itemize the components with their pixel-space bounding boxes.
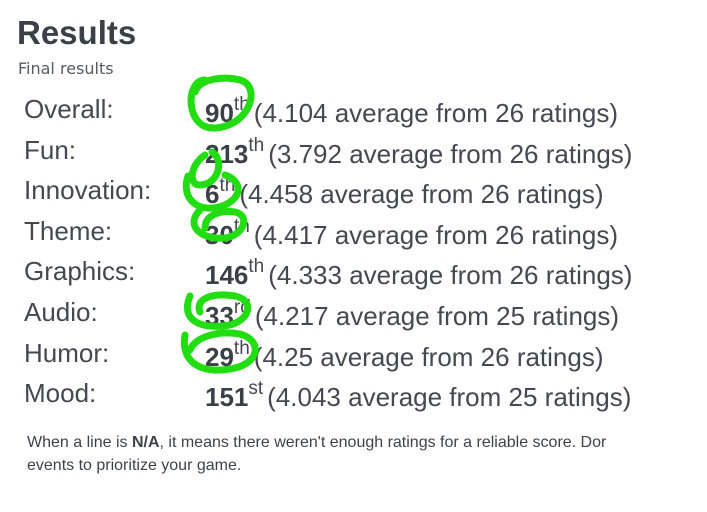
result-row: Humor: 29th (4.25 average from 26 ratings) [0, 334, 707, 374]
rank: 151 [205, 382, 249, 413]
rank: 6 [205, 179, 220, 210]
note: When a line is N/A, it means there weren… [27, 431, 707, 477]
result-row: Theme: 30th (4.417 average from 26 ratings… [0, 212, 707, 252]
rating-detail: (4.217 average from 25 ratings) [254, 301, 620, 331]
result-row: Innovation: 6th (4.458 average from 26 rat… [0, 171, 707, 211]
rating-detail: (3.792 average from 26 ratings) [268, 138, 633, 169]
rating-detail: (4.043 average from 25 ratings) [267, 382, 632, 413]
rank-suffix: rd [233, 297, 251, 318]
rank-suffix: th [248, 256, 265, 278]
rank-cell: 146th (4.333 average from 26 ratings) [205, 256, 632, 291]
rank: 213 [205, 138, 249, 169]
category: Innovation: [24, 175, 152, 206]
rank-cell: 30th (4.417 average from 26 ratings) [205, 216, 618, 251]
category: Fun: [24, 134, 77, 165]
rank: 146 [205, 260, 249, 291]
rating-detail: (4.458 average from 26 ratings) [239, 179, 604, 210]
rank: 90 [205, 98, 234, 128]
rank-suffix: st [248, 378, 264, 400]
category: Overall: [24, 94, 114, 124]
rank-cell: 29th (4.25 average from 26 ratings) [205, 338, 604, 373]
category: Graphics: [24, 256, 136, 287]
rank: 33 [205, 301, 234, 331]
rating-detail: (4.417 average from 26 ratings) [253, 219, 618, 250]
rank-cell: 90th (4.104 average from 26 ratings) [205, 94, 618, 129]
category: Humor: [24, 337, 110, 368]
category: Mood: [24, 378, 97, 409]
rating-detail: (4.333 average from 26 ratings) [268, 260, 633, 291]
rank: 29 [205, 341, 234, 372]
rank-cell: 213th (3.792 average from 26 ratings) [205, 135, 632, 170]
note-text: , it means there weren't enough ratings … [159, 434, 607, 451]
result-row: Fun: 213th (3.792 average from 26 ratings) [0, 131, 707, 171]
rank-suffix: th [233, 94, 250, 115]
result-row: Graphics: 146th (4.333 average from 26 rat… [0, 252, 707, 292]
note-text: When a line is [27, 434, 132, 451]
rating-detail: (4.104 average from 26 ratings) [253, 98, 618, 128]
rank-suffix: th [233, 337, 250, 359]
result-row: Audio: 33rd (4.217 average from 25 ratings… [0, 293, 707, 333]
rating-detail: (4.25 average from 26 ratings) [253, 341, 604, 372]
note-text: events to prioritize your game. [27, 457, 242, 474]
rank-suffix: th [233, 215, 250, 237]
note-bold: N/A [131, 434, 160, 451]
rank-suffix: th [219, 175, 236, 197]
result-row: Overall: 90th (4.104 average from 26 ratin… [0, 90, 707, 130]
title: Results [17, 14, 137, 51]
rank-cell: 151st (4.043 average from 25 ratings) [205, 378, 631, 413]
rank-cell: 33rd (4.217 average from 25 ratings) [205, 297, 619, 332]
subtitle: Final results [18, 59, 114, 78]
category: Audio: [24, 297, 98, 327]
category: Theme: [24, 215, 113, 246]
rank-cell: 6th (4.458 average from 26 ratings) [205, 175, 604, 210]
result-row: Mood: 151st (4.043 average from 25 ratings… [0, 374, 707, 414]
rank: 30 [205, 219, 234, 250]
rank-suffix: th [248, 134, 265, 156]
